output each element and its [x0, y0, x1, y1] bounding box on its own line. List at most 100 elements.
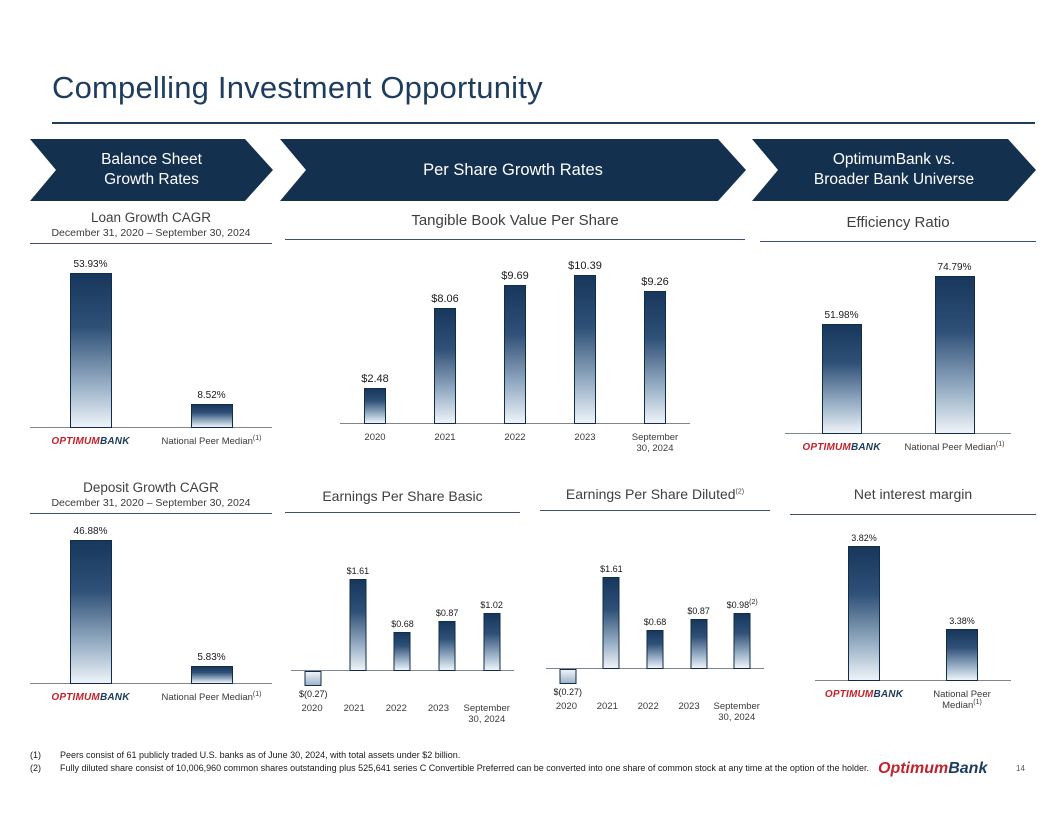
bar-category-label: OptimumBank	[785, 442, 898, 453]
bar-category-label: OptimumBank	[30, 436, 151, 447]
bar	[690, 619, 708, 669]
bar-category-label: National Peer Median(1)	[904, 440, 1005, 453]
bar	[190, 403, 233, 428]
page-title: Compelling Investment Opportunity	[52, 70, 543, 105]
bar-column: 3.38%	[913, 531, 1011, 681]
x-axis	[785, 433, 1011, 434]
category-row: OptimumBank National Peer Median(1)	[815, 689, 1011, 711]
chart-earnings-per-share-diluted: Earnings Per Share Diluted(2) $(0.27) $1.…	[540, 486, 770, 723]
category-row: 2020 2021 2022 2023 September 30, 2024	[546, 701, 764, 723]
banner-text: Broader Bank Universe	[813, 171, 975, 188]
bar-value-label: 51.98%	[824, 309, 859, 321]
bar-plot: $2.48 $8.06 $9.69 $10.39 $9.26	[340, 252, 690, 424]
title-underline	[285, 512, 520, 513]
bar-value-label: $10.39	[568, 260, 602, 273]
chart-subtitle: December 31, 2020 – September 30, 2024	[51, 497, 251, 509]
bar-category-label: 2020	[555, 701, 577, 712]
bar	[438, 621, 456, 671]
bar-category-label: 2022	[385, 703, 407, 714]
bar-plot: 3.82% 3.38%	[815, 531, 1011, 681]
bar-category-label: September 30, 2024	[713, 701, 760, 723]
x-axis	[30, 427, 272, 428]
bar	[574, 275, 596, 424]
bar	[393, 632, 411, 671]
bar-plot: $(0.27) $1.61 $0.68 $0.87 $0.98(2)	[546, 564, 764, 697]
bar	[434, 308, 456, 424]
logo-part-bank: Bank	[948, 760, 988, 777]
chart-title: Net interest margin	[853, 486, 973, 502]
footnote-2: (2) Fully diluted share consist of 10,00…	[30, 763, 878, 775]
bar-category-label: 2023	[574, 432, 596, 443]
bar-category-label: 2022	[637, 701, 659, 712]
chart-deposit-growth-cagr: Deposit Growth CAGR December 31, 2020 – …	[30, 480, 272, 703]
chart-title: Earnings Per Share Diluted(2)	[540, 486, 770, 502]
category-row: 2020 2021 2022 2023 September 30, 2024	[340, 432, 690, 454]
bar-column: $2.48	[340, 252, 410, 424]
bar	[504, 285, 526, 424]
footnote-marker: (1)	[30, 750, 41, 760]
bar-category-label: 2020	[364, 432, 386, 443]
chart-net-interest-margin: Net interest margin 3.82% 3.38% OptimumBan…	[790, 486, 1036, 711]
bar-value-label: $2.48	[361, 373, 389, 386]
bar-value-label: 74.79%	[937, 261, 972, 273]
bar-value-label: $1.61	[600, 564, 623, 574]
title-divider	[52, 122, 1035, 124]
bar	[69, 273, 112, 428]
footnote-marker: (2)	[30, 762, 41, 773]
bar-value-label: $0.87	[687, 606, 710, 617]
bar-column: 74.79%	[898, 254, 1011, 434]
bar	[646, 630, 664, 669]
optimumbank-logo: OptimumBank	[824, 689, 904, 700]
bar	[602, 577, 620, 669]
bar-value-label: 3.38%	[949, 615, 975, 626]
bar-column: 53.93%	[30, 256, 151, 428]
bar-value-label: 53.93%	[73, 259, 108, 271]
title-underline	[285, 239, 745, 240]
bar-column: $8.06	[410, 252, 480, 424]
bar-value-label: $1.61	[346, 566, 370, 576]
footnote-marker: (1)	[252, 690, 262, 698]
category-row: OptimumBank National Peer Median(1)	[30, 690, 272, 703]
footnote-marker: (1)	[252, 434, 262, 442]
bar	[934, 275, 975, 434]
bar-column: 8.52%	[151, 256, 272, 428]
x-axis	[815, 680, 1011, 681]
bar-column: $(0.27)	[291, 571, 336, 699]
footnote-text: Peers consist of 61 publicly traded U.S.…	[60, 750, 461, 760]
bar-value-label: $0.68	[391, 619, 414, 630]
optimumbank-logo: OptimumBank	[51, 692, 130, 703]
bar-plot: 53.93% 8.52%	[30, 256, 272, 428]
banner-balance-sheet-growth-rates: Balance Sheet Growth Rates	[30, 139, 273, 201]
bar-value-label: 46.88%	[73, 525, 108, 537]
bar-value-label: $0.98(2)	[726, 599, 758, 610]
footnote-text: Fully diluted share consist of 10,006,96…	[60, 762, 869, 773]
footnote-1: (1) Peers consist of 61 publicly traded …	[30, 750, 878, 762]
bar-value-label: $1.02	[480, 599, 503, 610]
chart-loan-growth-cagr: Loan Growth CAGR December 31, 2020 – Sep…	[30, 210, 272, 447]
bar-column: 51.98%	[785, 254, 898, 434]
optimumbank-logo: OptimumBank	[51, 436, 130, 447]
bar	[559, 669, 577, 685]
bar	[848, 546, 880, 681]
bar-value-label: $9.26	[641, 276, 669, 289]
chart-title: Tangible Book Value Per Share	[411, 212, 619, 229]
bar-value-label: 3.82%	[851, 533, 877, 543]
page-number: 14	[1016, 764, 1025, 773]
banner-per-share-growth-rates: Per Share Growth Rates	[280, 139, 746, 201]
bar-category-label: September 30, 2024	[463, 703, 510, 725]
bar-category-label: National Peer Median(1)	[161, 434, 262, 447]
category-row: OptimumBank National Peer Median(1)	[30, 434, 272, 447]
banner-text: Growth Rates	[104, 171, 199, 188]
bar-category-label: National Peer Median(1)	[161, 690, 262, 703]
bar-category-label: 2020	[301, 703, 323, 714]
bar-column: $0.98(2)	[720, 569, 764, 689]
bar	[69, 539, 112, 684]
bar	[483, 612, 501, 671]
bar	[946, 628, 978, 681]
footnotes: (1) Peers consist of 61 publicly traded …	[30, 750, 878, 775]
footnote-marker: (2)	[749, 599, 758, 606]
bar-column: 5.83%	[151, 524, 272, 684]
bar-category-label: 2022	[504, 432, 526, 443]
bar	[364, 388, 386, 424]
bar-value-label: $8.06	[431, 293, 459, 306]
